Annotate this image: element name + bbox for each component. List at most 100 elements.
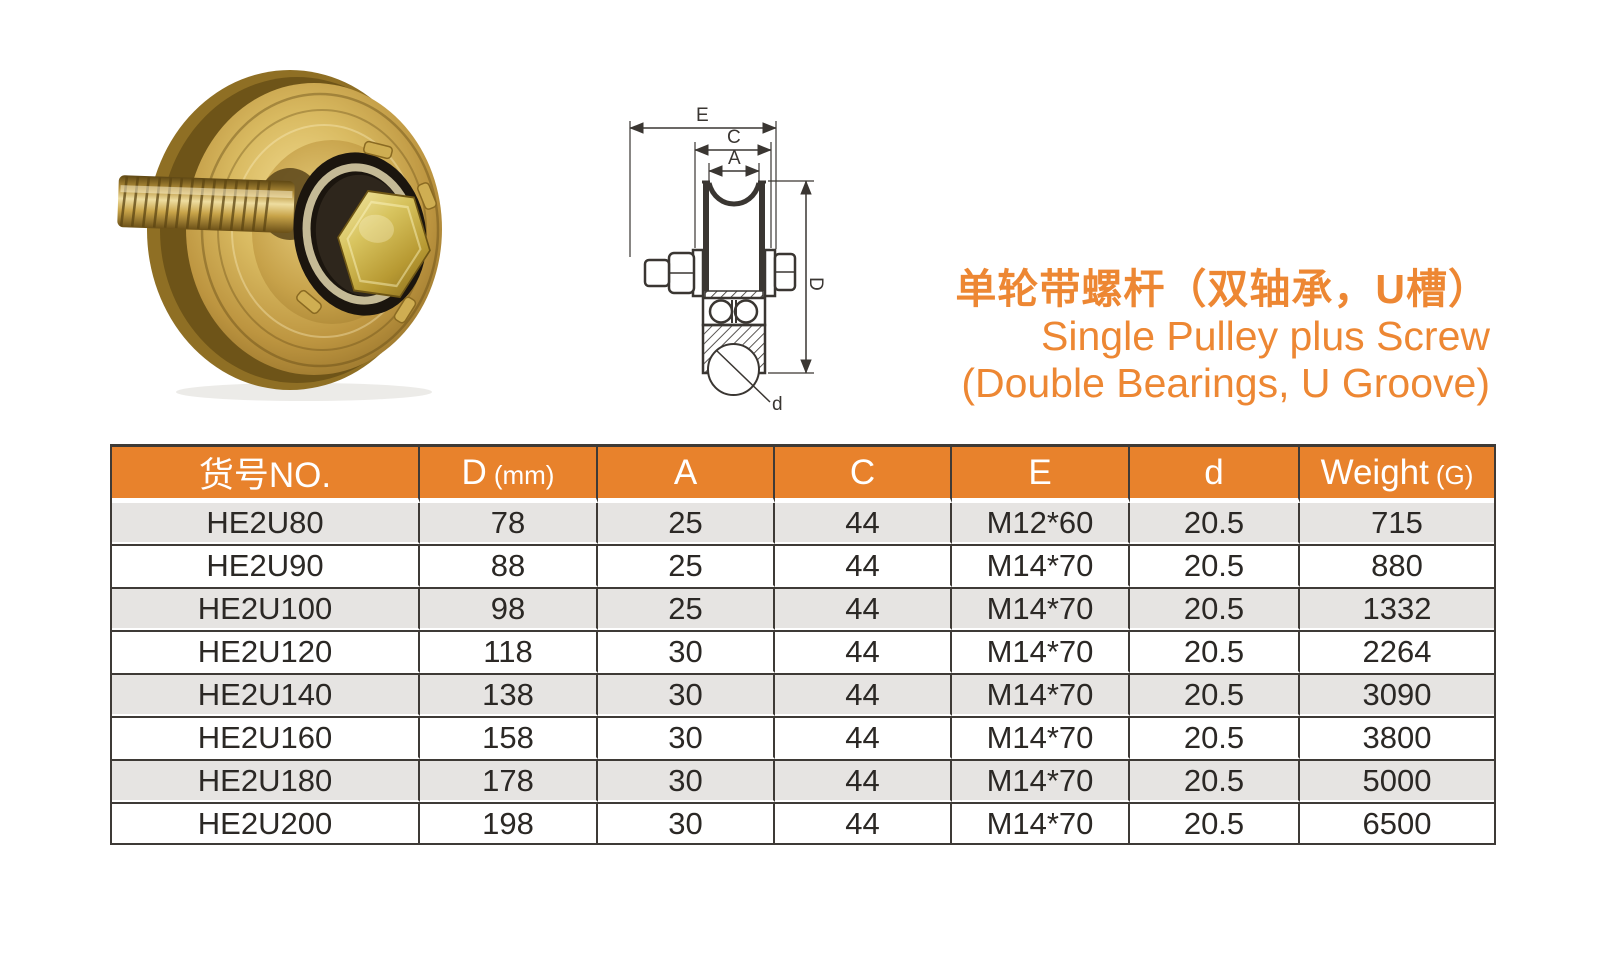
ground-shadow bbox=[176, 383, 432, 401]
table-cell: 1332 bbox=[1300, 587, 1494, 630]
table-cell: 30 bbox=[598, 716, 775, 759]
table-cell: M12*60 bbox=[952, 503, 1130, 544]
column-header: A bbox=[598, 447, 775, 503]
table-cell: HE2U180 bbox=[112, 759, 420, 802]
table-cell: 78 bbox=[420, 503, 598, 544]
table-cell: 44 bbox=[775, 673, 952, 716]
table-row: HE2U120 118 30 44 M14*70 20.5 2264 bbox=[112, 630, 1494, 673]
diagram-label-E: E bbox=[696, 105, 709, 126]
column-header: E bbox=[952, 447, 1130, 503]
table-cell: 6500 bbox=[1300, 802, 1494, 843]
column-header: C bbox=[775, 447, 952, 503]
table-cell: 44 bbox=[775, 759, 952, 802]
right-nut bbox=[773, 252, 797, 292]
column-header: 货号NO. bbox=[112, 447, 420, 503]
dim-C bbox=[694, 142, 772, 248]
table-cell: HE2U100 bbox=[112, 587, 420, 630]
table-cell: 25 bbox=[598, 587, 775, 630]
diagram-label-D: D bbox=[805, 277, 826, 291]
table-cell: 44 bbox=[775, 544, 952, 587]
title-english-line1: Single Pulley plus Screw bbox=[1041, 313, 1490, 359]
table-cell: 30 bbox=[598, 630, 775, 673]
wheel-profile bbox=[702, 180, 766, 291]
column-header: Weight (G) bbox=[1300, 447, 1494, 503]
table-cell: 20.5 bbox=[1130, 544, 1300, 587]
table-row: HE2U160 158 30 44 M14*70 20.5 3800 bbox=[112, 716, 1494, 759]
table-cell: 98 bbox=[420, 587, 598, 630]
column-header: d bbox=[1130, 447, 1300, 503]
table-cell: 30 bbox=[598, 802, 775, 843]
table-cell: 118 bbox=[420, 630, 598, 673]
table-cell: 2264 bbox=[1300, 630, 1494, 673]
table-cell: HE2U90 bbox=[112, 544, 420, 587]
table-cell: 20.5 bbox=[1130, 716, 1300, 759]
table-cell: 3800 bbox=[1300, 716, 1494, 759]
diagram-label-C: C bbox=[727, 127, 741, 148]
table-cell: 25 bbox=[598, 544, 775, 587]
screw-and-nut bbox=[643, 251, 696, 295]
dimension-diagram: E C A D d bbox=[629, 105, 826, 415]
diagram-label-A: A bbox=[728, 148, 741, 169]
table-cell: M14*70 bbox=[952, 802, 1130, 843]
table-cell: HE2U140 bbox=[112, 673, 420, 716]
table-cell: 44 bbox=[775, 503, 952, 544]
table-cell: 20.5 bbox=[1130, 630, 1300, 673]
table-cell: 20.5 bbox=[1130, 759, 1300, 802]
dim-E bbox=[629, 121, 777, 257]
table-cell: 20.5 bbox=[1130, 503, 1300, 544]
table-cell: 44 bbox=[775, 630, 952, 673]
table-cell: 3090 bbox=[1300, 673, 1494, 716]
right-washer bbox=[763, 248, 777, 298]
table-cell: HE2U200 bbox=[112, 802, 420, 843]
table-cell: 20.5 bbox=[1130, 587, 1300, 630]
table-cell: 25 bbox=[598, 503, 775, 544]
title-english-line2: (Double Bearings, U Groove) bbox=[961, 360, 1490, 406]
table-row: HE2U200 198 30 44 M14*70 20.5 6500 bbox=[112, 802, 1494, 843]
dim-D bbox=[768, 180, 814, 374]
table-row: HE2U140 138 30 44 M14*70 20.5 3090 bbox=[112, 673, 1494, 716]
table-cell: 44 bbox=[775, 587, 952, 630]
table-cell: 44 bbox=[775, 716, 952, 759]
table-cell: 30 bbox=[598, 673, 775, 716]
table-cell: 20.5 bbox=[1130, 673, 1300, 716]
table-cell: HE2U120 bbox=[112, 630, 420, 673]
column-header: D (mm) bbox=[420, 447, 598, 503]
dim-A bbox=[708, 163, 760, 181]
table-cell: HE2U160 bbox=[112, 716, 420, 759]
table-cell: M14*70 bbox=[952, 759, 1130, 802]
hub-and-bore bbox=[701, 323, 771, 403]
table-cell: 158 bbox=[420, 716, 598, 759]
table-row: HE2U90 88 25 44 M14*70 20.5 880 bbox=[112, 544, 1494, 587]
table-cell: 20.5 bbox=[1130, 802, 1300, 843]
table-cell: HE2U80 bbox=[112, 503, 420, 544]
title-chinese: 单轮带螺杆（双轴承，U槽） bbox=[955, 266, 1490, 312]
table-cell: 138 bbox=[420, 673, 598, 716]
product-photo bbox=[117, 70, 442, 401]
table-cell: M14*70 bbox=[952, 716, 1130, 759]
table-cell: 198 bbox=[420, 802, 598, 843]
retainer-tabs bbox=[296, 140, 437, 324]
table-cell: 30 bbox=[598, 759, 775, 802]
hex-bolt bbox=[337, 190, 431, 298]
product-title: 单轮带螺杆（双轴承，U槽） Single Pulley plus Screw (… bbox=[955, 266, 1490, 407]
screw-thread bbox=[117, 175, 295, 233]
table-cell: 880 bbox=[1300, 544, 1494, 587]
table-cell: 44 bbox=[775, 802, 952, 843]
table-cell: M14*70 bbox=[952, 630, 1130, 673]
table-row: HE2U100 98 25 44 M14*70 20.5 1332 bbox=[112, 587, 1494, 630]
table-cell: 715 bbox=[1300, 503, 1494, 544]
table-cell: M14*70 bbox=[952, 587, 1130, 630]
table-row: HE2U80 78 25 44 M12*60 20.5 715 bbox=[112, 503, 1494, 544]
diagram-label-d: d bbox=[772, 394, 783, 415]
table-cell: 178 bbox=[420, 759, 598, 802]
table-cell: M14*70 bbox=[952, 544, 1130, 587]
table-cell: 5000 bbox=[1300, 759, 1494, 802]
table-cell: 88 bbox=[420, 544, 598, 587]
table-row: HE2U180 178 30 44 M14*70 20.5 5000 bbox=[112, 759, 1494, 802]
table-cell: M14*70 bbox=[952, 673, 1130, 716]
double-bearings bbox=[701, 290, 767, 327]
